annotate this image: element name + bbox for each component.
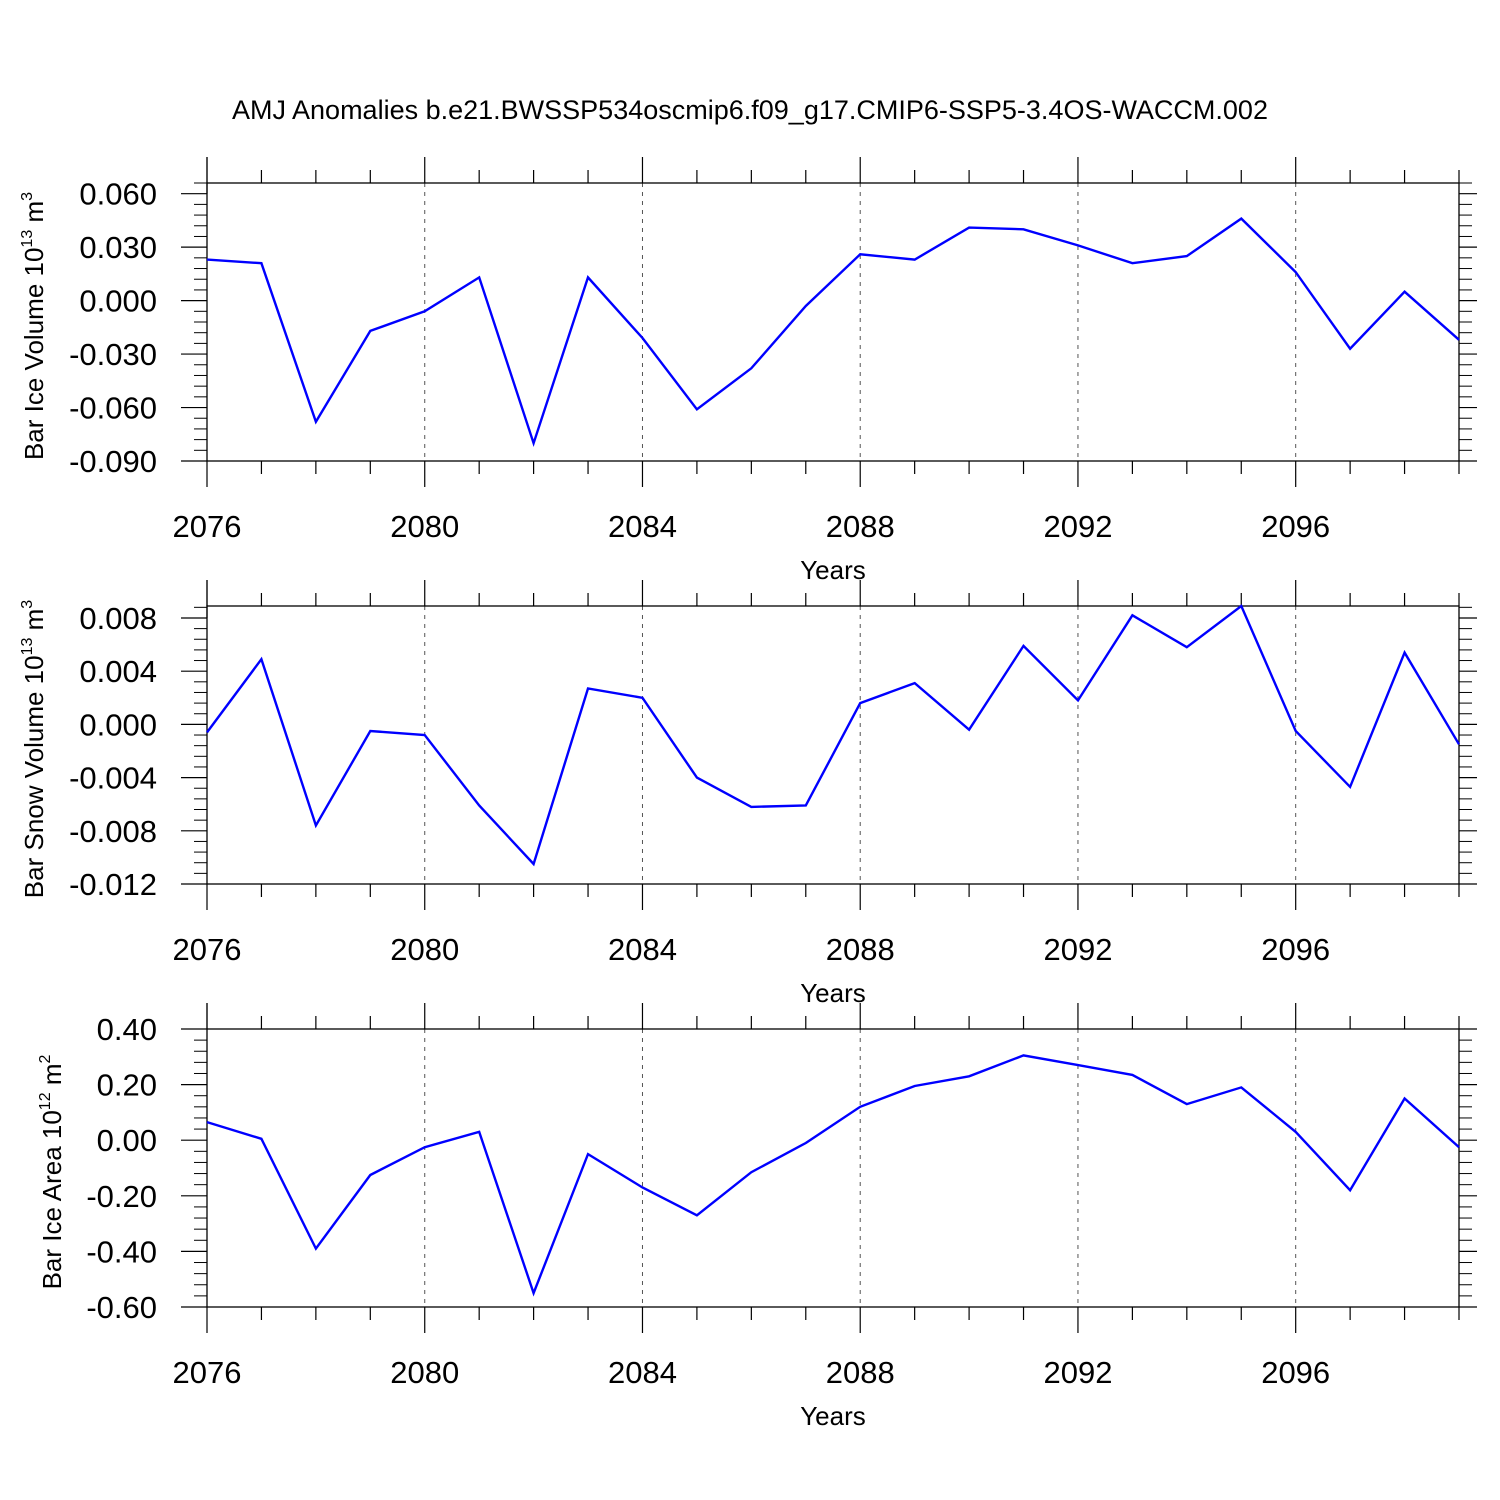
x-tick-label: 2076	[173, 932, 242, 967]
x-tick-label: 2092	[1043, 932, 1112, 967]
y-tick-label: -0.012	[69, 867, 157, 902]
x-tick-label: 2080	[390, 509, 459, 544]
x-tick-label: 2080	[390, 932, 459, 967]
x-tick-label: 2080	[390, 1355, 459, 1390]
y-tick-label: 0.000	[79, 284, 157, 319]
x-tick-label: 2084	[608, 509, 677, 544]
plot-frame	[206, 605, 1460, 885]
y-tick-label: 0.40	[97, 1012, 157, 1047]
x-tick-label: 2076	[173, 1355, 242, 1390]
y-tick-label: -0.030	[69, 337, 157, 372]
y-axis-label: Bar Ice Area 1012 m2	[37, 1054, 67, 1289]
y-tick-label: 0.030	[79, 230, 157, 265]
y-tick-label: -0.40	[86, 1234, 157, 1269]
series-line	[206, 1054, 1460, 1297]
plot-frame	[206, 1028, 1460, 1308]
y-tick-label: 0.004	[79, 654, 157, 689]
panel-2: -0.012 -0.008 -0.004 0.000 0.004 0.008 2076 208…	[19, 580, 1477, 1008]
x-tick-label: 2088	[826, 509, 895, 544]
y-tick-label: -0.004	[69, 761, 157, 796]
x-axis-label: Years	[800, 978, 866, 1008]
y-tick-label: 0.20	[97, 1068, 157, 1103]
x-tick-label: 2084	[608, 1355, 677, 1390]
y-tick-label: 0.060	[79, 177, 157, 212]
x-tick-label: 2096	[1261, 932, 1330, 967]
y-tick-label: 0.000	[79, 707, 157, 742]
x-tick-label: 2092	[1043, 509, 1112, 544]
y-axis-label: Bar Snow Volume 1013 m3	[19, 600, 49, 899]
panel-1: -0.090 -0.060 -0.030 0.000 0.030 0.060 2076 208…	[19, 157, 1477, 585]
chart-title: AMJ Anomalies b.e21.BWSSP534oscmip6.f09_…	[232, 95, 1268, 125]
y-tick-label: -0.20	[86, 1179, 157, 1214]
y-axis-label: Bar Ice Volume 1013 m3	[19, 192, 49, 460]
y-tick-label: 0.00	[97, 1123, 157, 1158]
y-tick-label: -0.060	[69, 391, 157, 426]
x-tick-label: 2084	[608, 932, 677, 967]
x-tick-label: 2076	[173, 509, 242, 544]
panel-3: -0.60 -0.40 -0.20 0.00 0.20 0.40 2076 2080 2084 2…	[37, 1003, 1477, 1431]
series-line	[206, 217, 1460, 448]
x-tick-label: 2096	[1261, 1355, 1330, 1390]
x-tick-label: 2088	[826, 932, 895, 967]
x-axis-label: Years	[800, 1401, 866, 1431]
y-tick-label: 0.008	[79, 601, 157, 636]
x-axis-label: Years	[800, 555, 866, 585]
x-tick-label: 2096	[1261, 509, 1330, 544]
y-tick-label: -0.60	[86, 1290, 157, 1325]
series-line	[206, 604, 1461, 867]
x-tick-label: 2088	[826, 1355, 895, 1390]
y-tick-label: -0.090	[69, 444, 157, 479]
y-tick-label: -0.008	[69, 814, 157, 849]
x-tick-label: 2092	[1043, 1355, 1112, 1390]
